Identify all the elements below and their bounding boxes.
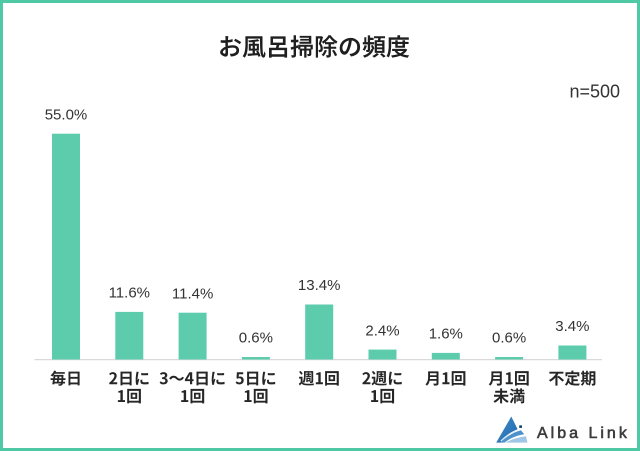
svg-text:Alba Link: Alba Link [537,425,630,442]
svg-text:2.4%: 2.4% [365,322,399,339]
svg-text:3.4%: 3.4% [555,318,589,335]
svg-text:11.6%: 11.6% [109,285,150,302]
svg-text:55.0%: 55.0% [45,106,88,123]
svg-text:11.4%: 11.4% [172,285,213,302]
svg-text:1.6%: 1.6% [429,326,463,343]
svg-text:13.4%: 13.4% [298,277,341,294]
svg-text:0.6%: 0.6% [492,330,526,347]
svg-text:0.6%: 0.6% [239,330,273,347]
svg-text:n=500: n=500 [569,82,620,102]
